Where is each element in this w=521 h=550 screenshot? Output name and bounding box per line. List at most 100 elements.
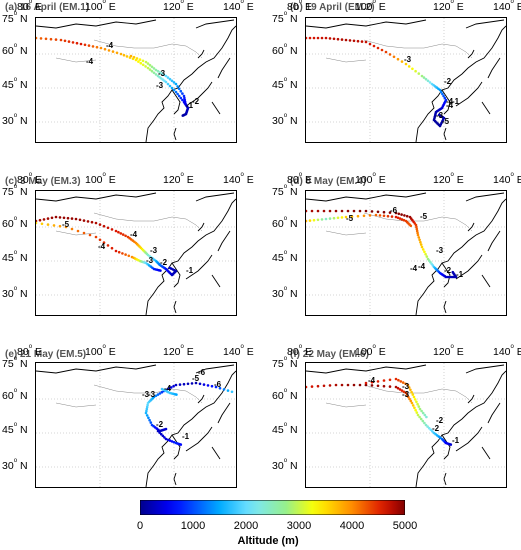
trajectory-point bbox=[324, 36, 328, 40]
trajectory-point bbox=[419, 417, 423, 421]
trajectory-point bbox=[411, 393, 415, 396]
longitude-suffix: E bbox=[302, 1, 312, 13]
longitude-tick-label: 140o E bbox=[223, 344, 254, 358]
trajectory-point bbox=[368, 42, 372, 46]
trajectory-point bbox=[99, 46, 103, 50]
trajectory-point bbox=[416, 413, 420, 417]
trajectory-point bbox=[400, 389, 404, 392]
trajectory-point bbox=[431, 430, 434, 433]
trajectory-point bbox=[168, 84, 172, 88]
degree-sign: o bbox=[13, 250, 18, 256]
trajectory-point bbox=[222, 388, 226, 391]
longitude-tick-label: 120o E bbox=[433, 344, 464, 358]
trajectory-point bbox=[54, 38, 58, 41]
trajectory-point bbox=[121, 233, 125, 236]
trajectory-point bbox=[413, 406, 416, 410]
latitude-suffix: N bbox=[287, 390, 298, 402]
longitude-tick-label: 140o E bbox=[223, 0, 254, 13]
coastline bbox=[145, 370, 236, 487]
trajectory-point bbox=[156, 429, 160, 433]
coastline bbox=[173, 472, 177, 486]
trajectory-point bbox=[352, 209, 356, 213]
trajectory-point bbox=[410, 390, 413, 394]
trajectory-point bbox=[414, 69, 417, 73]
degree-sign: o bbox=[13, 11, 18, 17]
trajectory-point bbox=[158, 431, 161, 434]
trajectory-point bbox=[152, 67, 156, 70]
trajectory-point bbox=[415, 400, 418, 404]
trajectory-point bbox=[344, 38, 348, 42]
latitude-suffix: N bbox=[287, 115, 298, 127]
coastline bbox=[481, 274, 491, 288]
trajectory-point bbox=[172, 384, 175, 388]
trajectory-point bbox=[172, 440, 176, 444]
trajectory-point bbox=[145, 414, 149, 417]
latitude-value: 45 bbox=[2, 79, 14, 91]
latitude-tick-label: 75o N bbox=[272, 184, 298, 198]
trajectory-point bbox=[159, 432, 163, 436]
coastline bbox=[36, 19, 157, 29]
coastline bbox=[217, 402, 231, 424]
border-line bbox=[185, 45, 203, 59]
latitude-suffix: N bbox=[287, 460, 298, 472]
longitude-tick-label: 80o E bbox=[287, 344, 312, 358]
trajectory-point bbox=[410, 401, 414, 405]
trajectory-point bbox=[88, 233, 92, 237]
degree-sign: o bbox=[28, 0, 33, 5]
latitude-tick-label: 60o N bbox=[272, 388, 298, 402]
latitude-suffix: N bbox=[17, 424, 28, 436]
trajectory-point bbox=[362, 214, 366, 218]
trajectory-point bbox=[78, 218, 82, 222]
map-canvas: -1 -2 -3 -4-4 -5 -5 -6 bbox=[306, 191, 506, 315]
trajectory-point bbox=[98, 238, 102, 242]
longitude-value: 100 bbox=[355, 174, 373, 186]
trajectory-point bbox=[306, 219, 308, 223]
degree-sign: o bbox=[450, 172, 454, 178]
latitude-value: 75 bbox=[2, 358, 14, 370]
trajectory-point bbox=[52, 224, 56, 227]
coastline bbox=[467, 49, 475, 59]
coastline bbox=[306, 192, 427, 202]
colorbar-tick-label: 1000 bbox=[180, 520, 206, 532]
trajectory-point bbox=[145, 407, 149, 411]
day-marker-label: -4 bbox=[164, 384, 172, 393]
trajectory-point bbox=[102, 241, 106, 244]
trajectory-point bbox=[419, 240, 422, 244]
coastline bbox=[487, 402, 501, 424]
coastline bbox=[36, 192, 157, 202]
trajectory-point bbox=[340, 209, 344, 213]
latitude-value: 60 bbox=[2, 45, 14, 57]
trajectory-point bbox=[177, 87, 181, 91]
trajectory-point bbox=[396, 216, 400, 220]
trajectory-point bbox=[174, 82, 178, 86]
longitude-suffix: E bbox=[302, 346, 312, 358]
trajectory-point bbox=[398, 388, 402, 391]
trajectory-point bbox=[150, 65, 154, 69]
trajectory-point bbox=[102, 224, 106, 228]
latitude-tick-label: 30o N bbox=[2, 286, 28, 300]
longitude-tick-label: 80o E bbox=[287, 0, 312, 13]
degree-sign: o bbox=[13, 77, 18, 83]
latitude-suffix: N bbox=[287, 218, 298, 230]
longitude-value: 120 bbox=[163, 1, 181, 13]
degree-sign: o bbox=[298, 344, 303, 350]
trajectory-point bbox=[110, 228, 114, 231]
latitude-suffix: N bbox=[287, 252, 298, 264]
latitude-value: 30 bbox=[272, 288, 284, 300]
longitude-suffix: E bbox=[243, 174, 254, 186]
latitude-value: 45 bbox=[272, 424, 284, 436]
latitude-tick-label: 45o N bbox=[272, 77, 298, 91]
trajectory-point bbox=[167, 387, 171, 390]
trajectory-point bbox=[376, 380, 380, 383]
border-line bbox=[363, 39, 457, 49]
trajectory-point bbox=[439, 90, 443, 94]
longitude-suffix: E bbox=[183, 174, 194, 186]
coastline bbox=[145, 25, 236, 142]
trajectory-point bbox=[397, 378, 400, 382]
trajectory-point bbox=[328, 37, 332, 40]
trajectory-point bbox=[415, 227, 419, 231]
trajectory-point bbox=[306, 209, 308, 213]
trajectory-point bbox=[63, 39, 67, 43]
border-line bbox=[55, 402, 97, 408]
trajectory-point bbox=[407, 386, 411, 389]
